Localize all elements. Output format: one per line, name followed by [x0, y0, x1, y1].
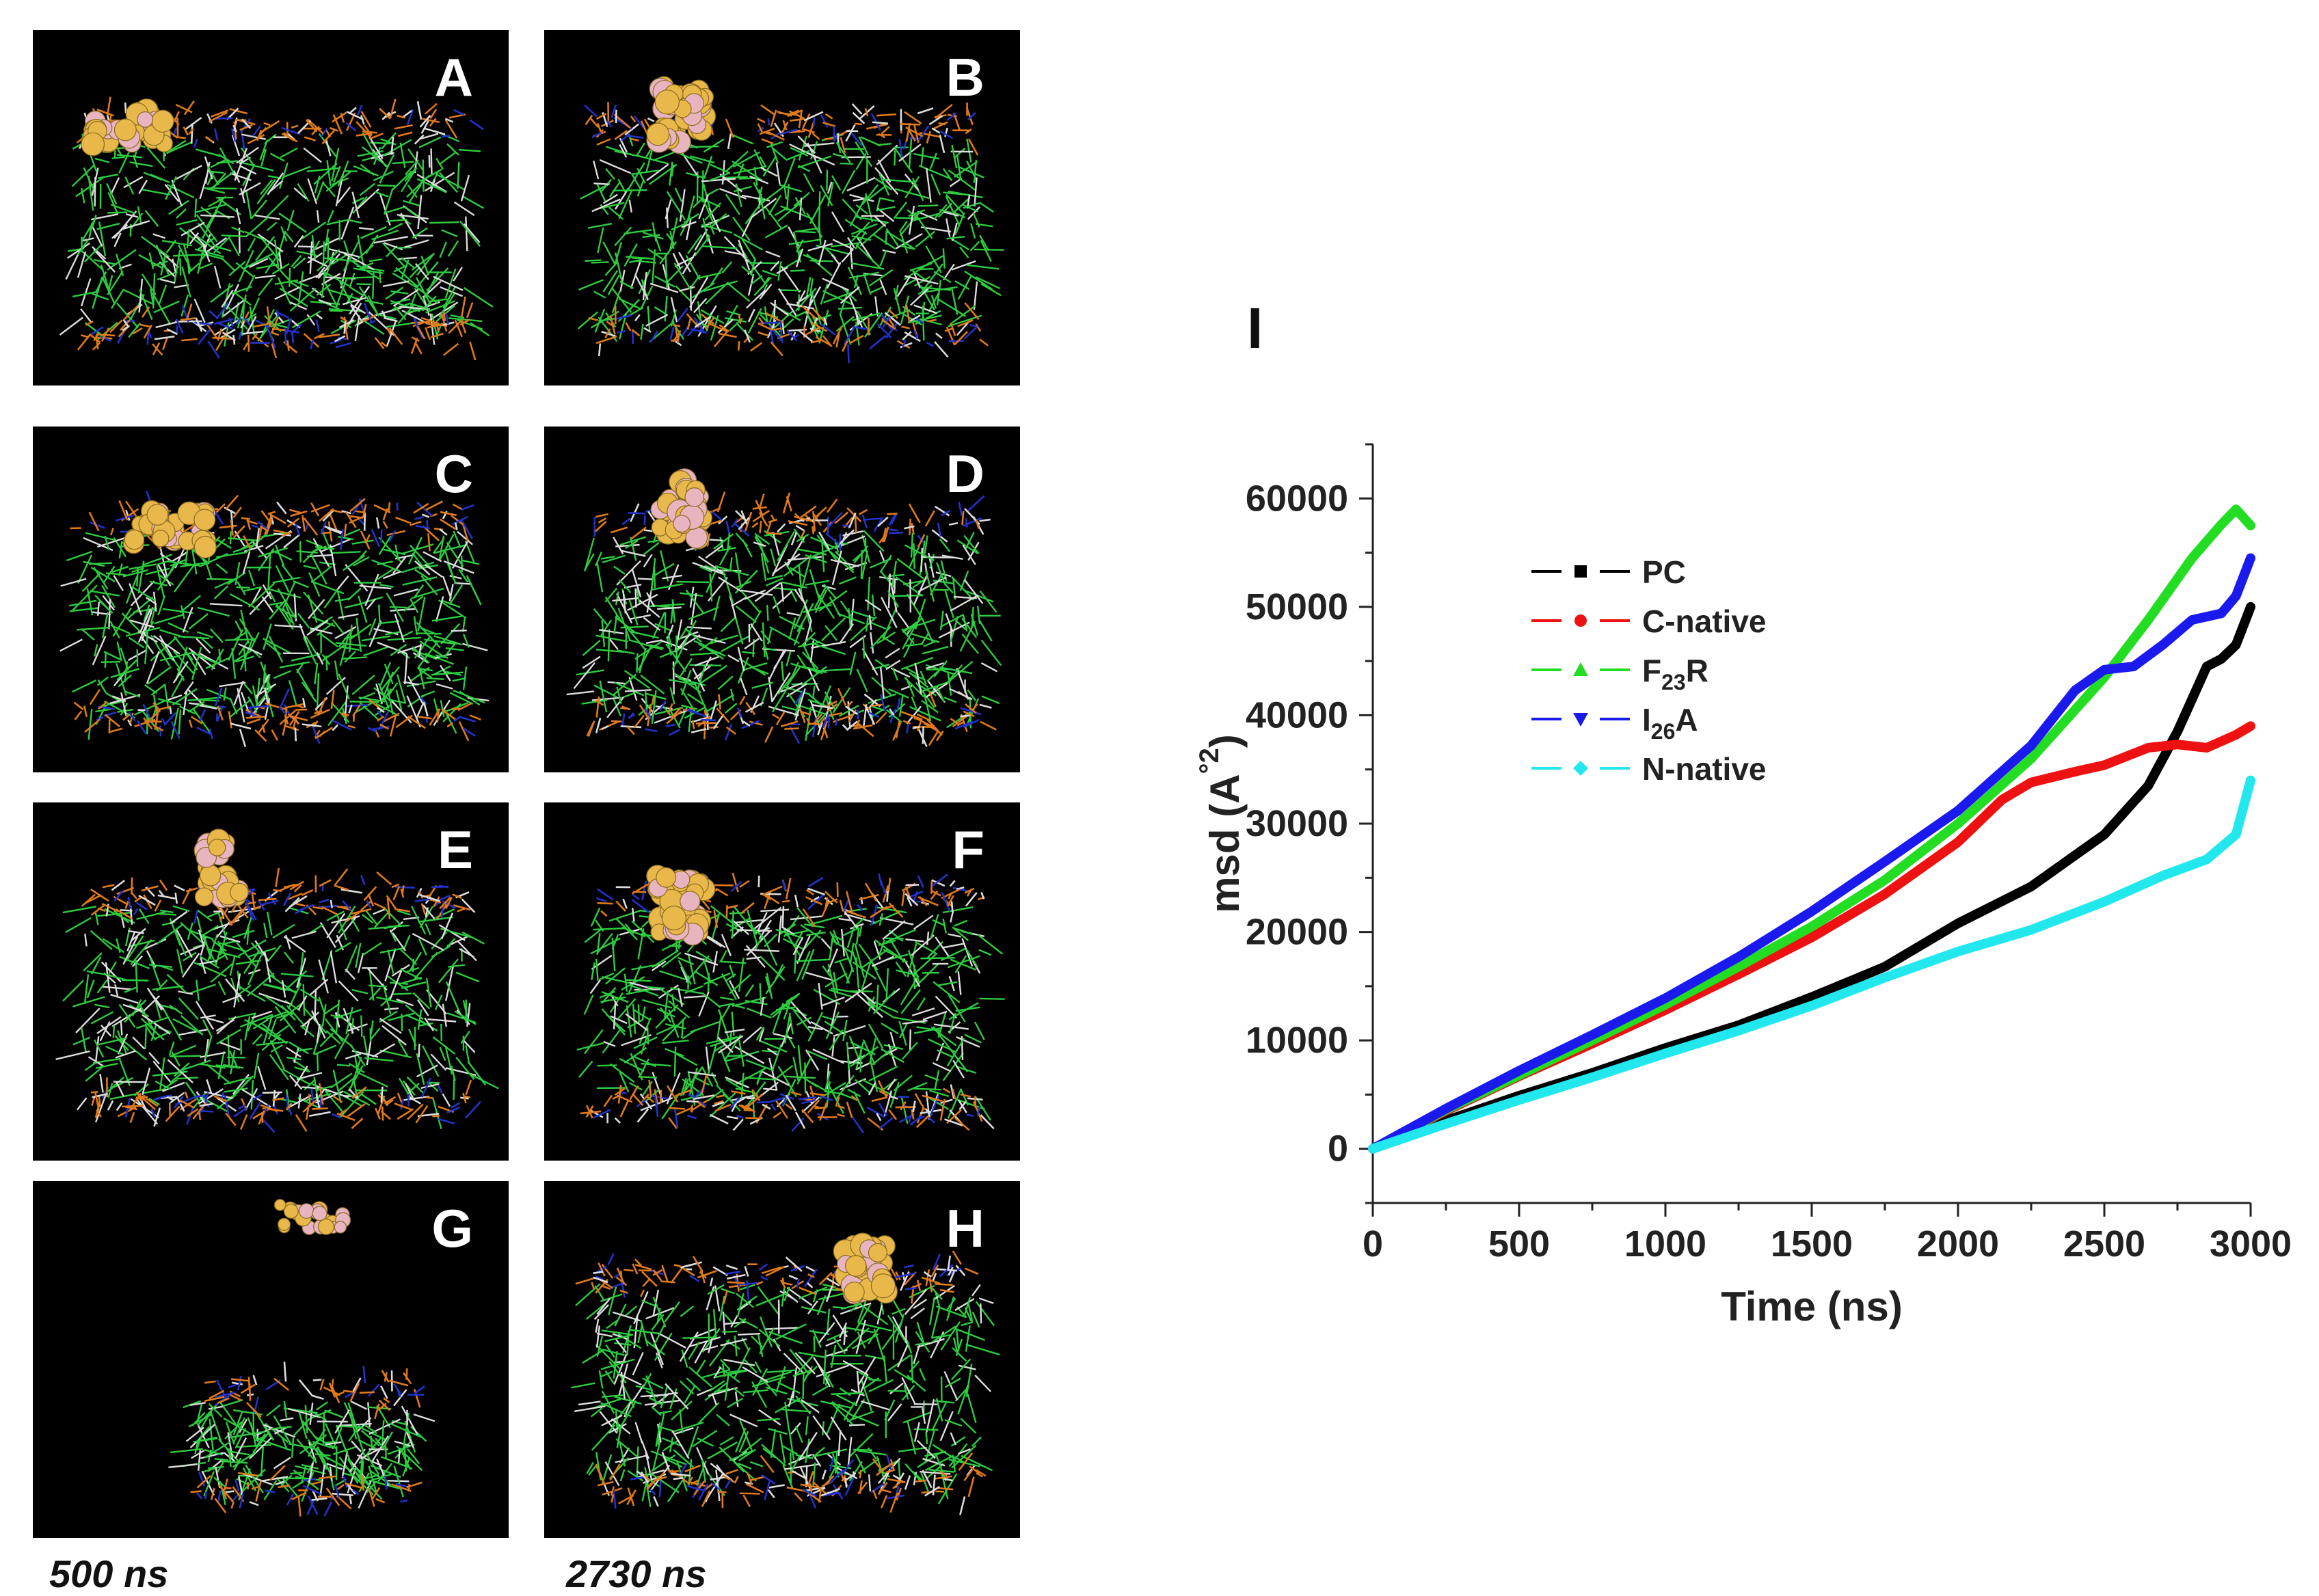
panel-label: F: [952, 823, 984, 876]
legend-entry-n-native: N-native: [1642, 751, 1766, 787]
y-tick-label: 50000: [1246, 586, 1348, 627]
y-tick-label: 30000: [1246, 803, 1348, 844]
peptide-cluster: [651, 469, 712, 549]
lipid-bilayer: [578, 102, 1004, 363]
snapshot-panel-a: A: [33, 30, 509, 386]
peptide-cluster: [81, 99, 174, 156]
time-label-2730ns: 2730 ns: [566, 1552, 707, 1596]
legend-marker: [1574, 614, 1587, 627]
membrane-render: [544, 802, 1020, 1161]
peptide-cluster: [194, 829, 248, 908]
lipid-bilayer: [60, 491, 489, 747]
peptide-cluster: [647, 865, 715, 945]
x-tick-label: 1000: [1624, 1223, 1706, 1264]
snapshot-panel-d: D: [544, 427, 1020, 772]
y-tick-label: 60000: [1246, 478, 1348, 519]
lipid-bilayer: [168, 1362, 434, 1516]
panel-label: E: [438, 823, 473, 876]
panel-label: H: [946, 1202, 984, 1255]
peptide-cluster: [647, 77, 716, 154]
snapshot-panel-h: H: [544, 1181, 1020, 1538]
panel-label: D: [946, 447, 984, 500]
x-tick-label: 2500: [2063, 1223, 2145, 1264]
peptide-cluster: [274, 1200, 350, 1235]
legend-entry-pc: PC: [1642, 554, 1686, 590]
x-tick-label: 2000: [1917, 1223, 1999, 1264]
lipid-bilayer: [571, 1251, 1000, 1515]
lipid-bilayer: [577, 873, 1005, 1133]
x-axis-label: Time (ns): [1721, 1284, 1903, 1329]
legend-marker: [1574, 565, 1587, 578]
snapshot-panel-b: B: [544, 30, 1020, 386]
y-axis-label: msd (A°2): [1194, 734, 1248, 913]
snapshot-panel-c: C: [33, 427, 509, 772]
x-tick-label: 3000: [2210, 1223, 2292, 1264]
lipid-bilayer: [567, 492, 1002, 747]
snapshot-panel-g: G: [33, 1181, 509, 1538]
lipid-bilayer: [56, 868, 499, 1132]
panel-label: G: [431, 1202, 473, 1255]
y-tick-label: 20000: [1246, 912, 1348, 953]
x-tick-label: 0: [1363, 1223, 1383, 1264]
panel-label: B: [946, 51, 984, 104]
panel-label: C: [435, 447, 473, 500]
panel-label: A: [435, 51, 473, 104]
time-label-500ns: 500 ns: [49, 1552, 168, 1596]
legend-entry-c-native: C-native: [1642, 604, 1766, 639]
snapshot-panel-f: F: [544, 802, 1020, 1161]
y-tick-label: 0: [1328, 1128, 1348, 1169]
x-tick-label: 500: [1488, 1223, 1550, 1264]
peptide-cluster: [833, 1233, 897, 1303]
snapshot-panel-e: E: [33, 802, 509, 1161]
y-tick-label: 10000: [1246, 1020, 1348, 1061]
x-tick-label: 1500: [1771, 1223, 1853, 1264]
y-tick-label: 40000: [1246, 694, 1348, 735]
